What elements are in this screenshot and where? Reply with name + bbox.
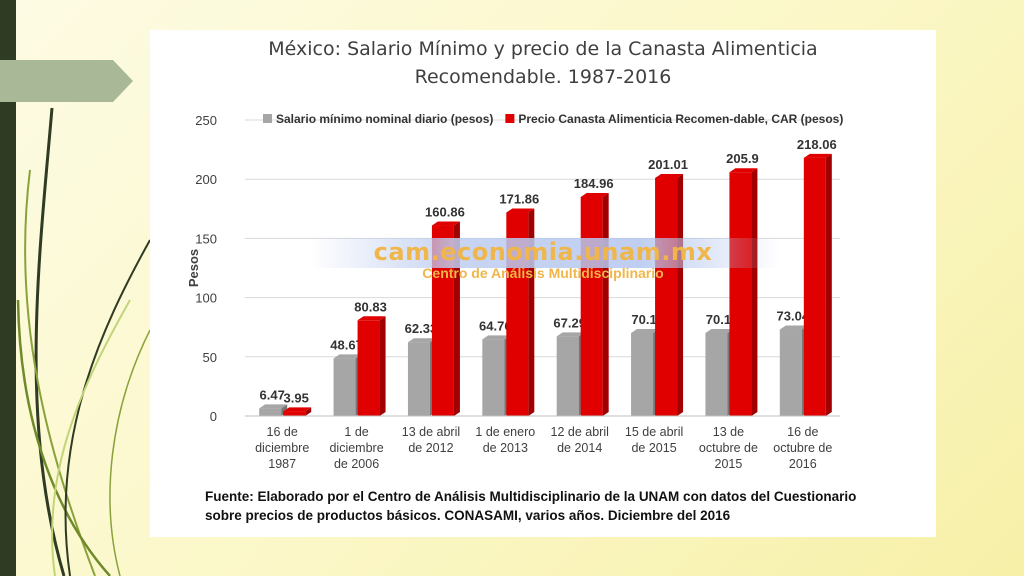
bar-canasta xyxy=(283,411,306,416)
left-dark-bar xyxy=(0,0,16,576)
y-tick-label: 250 xyxy=(195,113,217,128)
data-label-canasta: 3.95 xyxy=(284,390,309,405)
title-tab-arrow xyxy=(0,60,133,102)
x-tick-label: 15 de abril de 2015 xyxy=(625,425,683,455)
data-label-salario: 67.29 xyxy=(553,315,586,330)
x-tick-label: 1 de enero de 2013 xyxy=(475,425,535,455)
data-label-salario: 70.1 xyxy=(631,312,656,327)
x-tick-label: 16 de octubre de 2016 xyxy=(773,425,832,471)
bar-canasta xyxy=(357,320,380,416)
x-tick-label: 13 de abril de 2012 xyxy=(402,425,460,455)
bar-canasta xyxy=(431,225,454,416)
data-label-salario: 70.1 xyxy=(706,312,731,327)
bar-salario xyxy=(259,408,282,416)
bar-canasta xyxy=(803,157,826,416)
bar-top-canasta xyxy=(803,153,832,158)
y-tick-label: 150 xyxy=(195,231,217,246)
watermark-subtitle: Centro de Análisis Multidisciplinario xyxy=(422,265,664,281)
bar-top-salario xyxy=(333,354,362,359)
bar-top-canasta xyxy=(431,221,460,226)
y-tick-label: 100 xyxy=(195,291,217,306)
bar-side-canasta xyxy=(825,153,832,416)
y-tick-label: 50 xyxy=(203,350,217,365)
chart-title-line2: Recomendable. 1987-2016 xyxy=(414,66,672,88)
legend-swatch-canasta xyxy=(505,114,515,123)
legend-swatch-salario xyxy=(263,114,272,123)
source-note-line2: sobre precios de productos básicos. CONA… xyxy=(205,508,731,523)
bar-salario xyxy=(333,358,356,416)
data-label-canasta: 205.9 xyxy=(726,151,759,166)
y-tick-label: 0 xyxy=(210,409,217,424)
legend-label-canasta: Precio Canasta Alimenticia Recomen-dable… xyxy=(518,112,843,126)
bar-salario xyxy=(556,336,579,416)
bar-top-canasta xyxy=(283,407,312,412)
chart-panel: México: Salario Mínimo y precio de la Ca… xyxy=(150,30,936,537)
bar-salario xyxy=(407,342,430,416)
bar-side-canasta xyxy=(751,168,758,416)
x-tick-label: 16 de diciembre 1987 xyxy=(255,425,309,471)
bar-side-canasta xyxy=(453,221,460,416)
bar-side-canasta xyxy=(677,174,684,416)
data-label-salario: 64.76 xyxy=(479,318,512,333)
x-tick-label: 13 de octubre de 2015 xyxy=(699,425,758,471)
bar-side-salario xyxy=(281,404,288,416)
bar-top-salario xyxy=(779,325,808,330)
bar-top-canasta xyxy=(655,174,684,179)
bar-top-salario xyxy=(259,404,288,409)
bar-canasta xyxy=(580,197,603,416)
decorative-swoosh-lines xyxy=(16,107,151,576)
data-label-canasta: 184.96 xyxy=(574,176,614,191)
data-label-canasta: 160.86 xyxy=(425,205,465,220)
bar-canasta xyxy=(729,172,752,416)
bar-top-salario xyxy=(407,338,436,343)
bar-top-canasta xyxy=(729,168,758,173)
x-tick-label: 1 de diciembre de 2006 xyxy=(329,425,383,471)
data-label-salario: 6.47 xyxy=(260,387,285,402)
data-label-canasta: 80.83 xyxy=(354,299,387,314)
bar-top-salario xyxy=(705,329,734,334)
watermark-band xyxy=(310,238,780,268)
chart-title-line1: México: Salario Mínimo y precio de la Ca… xyxy=(268,38,818,60)
x-tick-label: 12 de abril de 2014 xyxy=(551,425,609,455)
bar-top-canasta xyxy=(580,193,609,198)
data-label-canasta: 201.01 xyxy=(648,157,688,172)
bar-salario xyxy=(482,339,505,416)
bar-top-salario xyxy=(556,332,585,337)
bar-salario xyxy=(631,333,654,416)
bar-salario xyxy=(705,333,728,416)
source-note-line1: Fuente: Elaborado por el Centro de Análi… xyxy=(205,489,857,504)
bar-top-salario xyxy=(482,335,511,340)
y-axis-label: Pesos xyxy=(186,249,201,287)
bar-top-salario xyxy=(631,329,660,334)
data-label-canasta: 171.86 xyxy=(499,192,539,207)
bar-side-canasta xyxy=(305,407,312,416)
bar-top-canasta xyxy=(506,208,535,213)
data-label-salario: 62.33 xyxy=(405,321,438,336)
y-tick-label: 200 xyxy=(195,172,217,187)
bar-side-canasta xyxy=(379,316,386,416)
data-label-canasta: 218.06 xyxy=(797,137,837,152)
bar-chart: 0 50 100 150 200 250 Pesos Salario mínimo nomin… xyxy=(186,112,843,471)
watermark-url: cam.economia.unam.mx xyxy=(373,238,713,266)
bar-side-canasta xyxy=(602,193,609,416)
legend-label-salario: Salario mínimo nominal diario (pesos) xyxy=(276,112,493,126)
data-label-salario: 73.04 xyxy=(777,309,810,324)
data-label-salario: 48.67 xyxy=(330,337,363,352)
slide-decoration xyxy=(0,0,151,576)
bar-canasta xyxy=(655,178,678,416)
bar-salario xyxy=(779,329,802,416)
bar-top-canasta xyxy=(357,316,386,321)
